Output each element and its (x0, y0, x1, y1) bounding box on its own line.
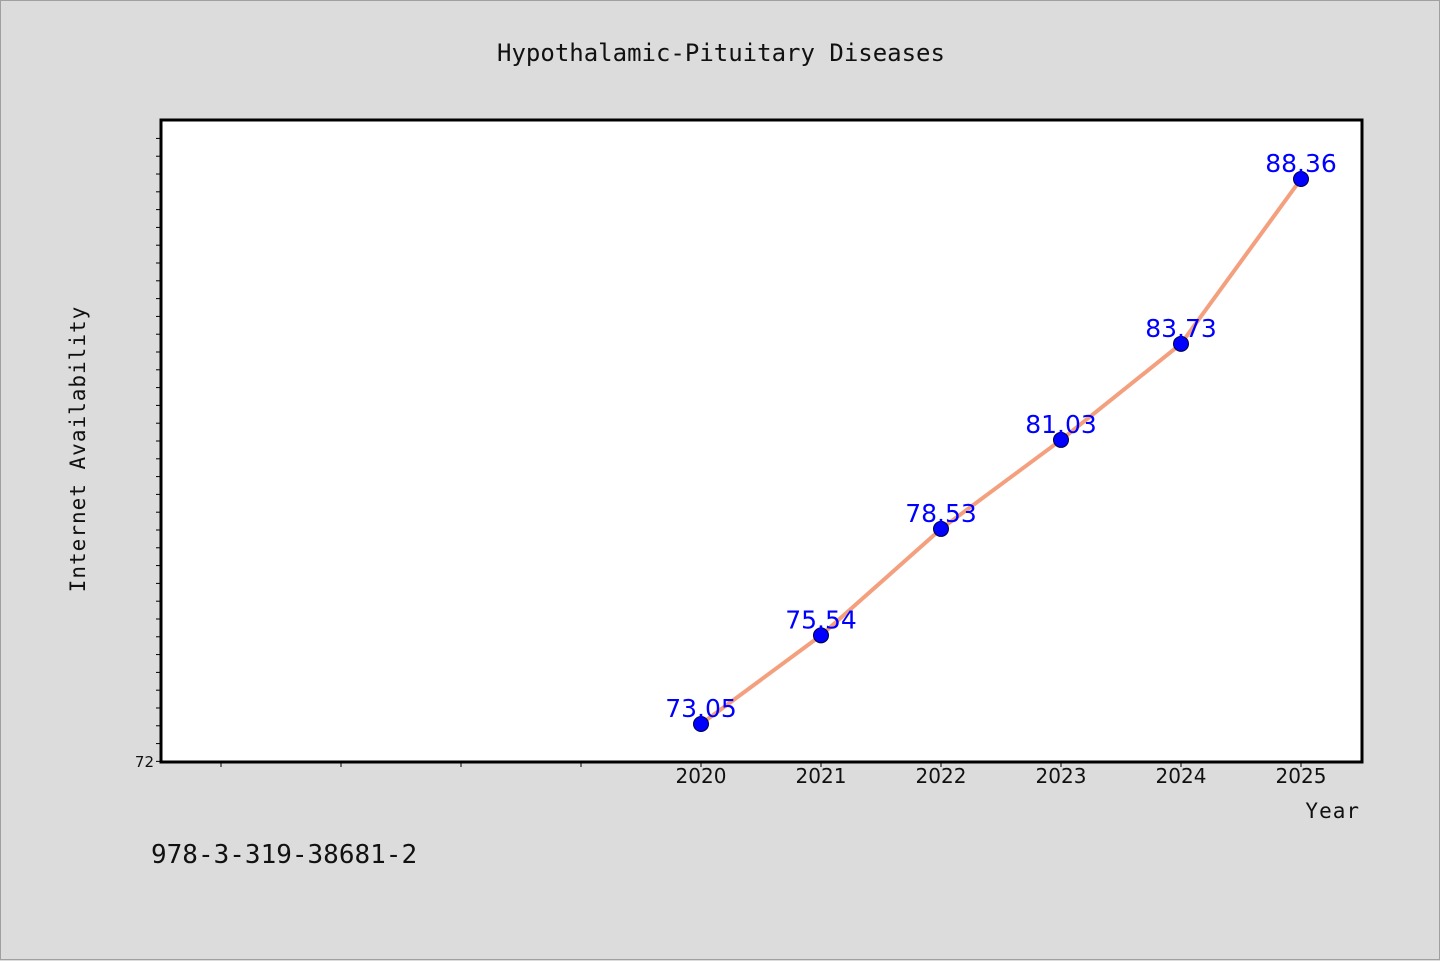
x-tick-label: 2024 (1156, 764, 1207, 788)
x-tick-label: 2025 (1276, 764, 1327, 788)
data-label: 88.36 (1265, 149, 1337, 178)
data-label: 73.05 (665, 694, 737, 723)
plot-border (159, 118, 1364, 764)
data-point (933, 520, 949, 537)
data-label-layer: 73.05 75.54 78.53 81.03 83.73 88.36 (665, 149, 1337, 723)
plot-area (161, 120, 1362, 762)
series-line (699, 177, 1303, 726)
y-axis-title: Internet Availability (66, 306, 90, 593)
data-label: 81.03 (1025, 410, 1097, 439)
data-point (1053, 431, 1069, 448)
series-line-layer (699, 177, 1303, 726)
axis-ticks: 2020 2021 2022 2023 2024 2025 72 (135, 137, 1327, 788)
data-point (1173, 335, 1189, 352)
data-label: 83.73 (1145, 314, 1217, 343)
chart-title: Hypothalamic-Pituitary Diseases (497, 39, 945, 67)
x-tick-label: 2023 (1036, 764, 1087, 788)
series-marker-layer (693, 171, 1309, 732)
isbn-note: 978-3-319-38681-2 (151, 840, 417, 870)
x-tick-label: 2020 (676, 764, 727, 788)
y-tick-label: 72 (135, 753, 154, 771)
x-tick-label: 2021 (796, 764, 847, 788)
data-label: 75.54 (785, 605, 857, 634)
data-point (1293, 171, 1309, 187)
data-label: 78.53 (905, 499, 977, 528)
data-point (693, 716, 709, 732)
x-axis-title: Year (1305, 799, 1360, 823)
data-point (813, 627, 829, 644)
x-tick-label: 2022 (916, 764, 967, 788)
